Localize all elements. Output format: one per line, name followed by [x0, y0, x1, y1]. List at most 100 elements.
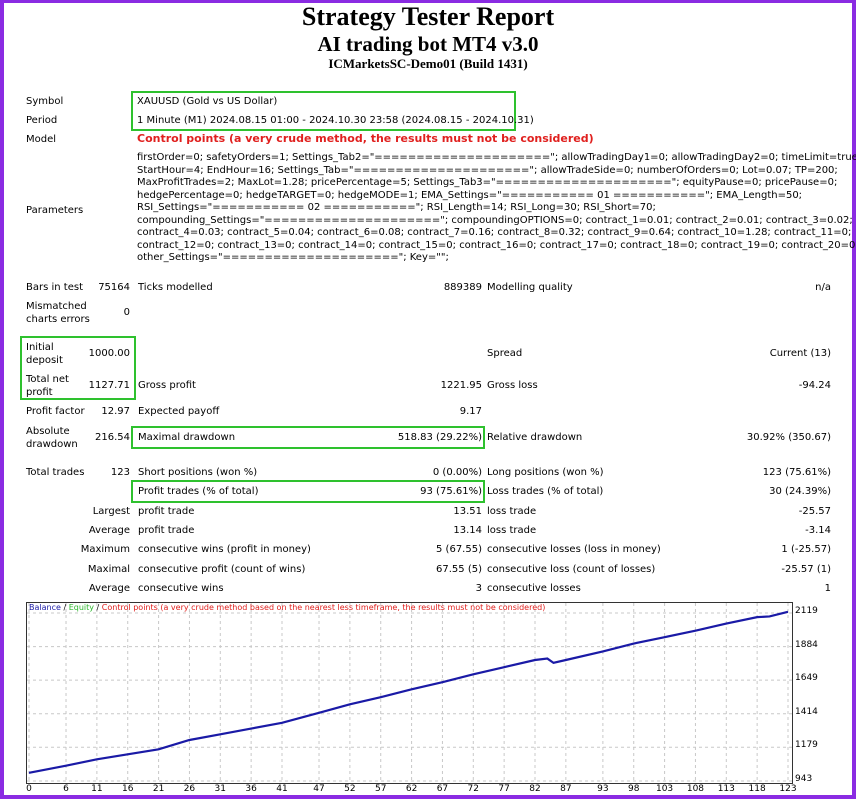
mismatched-label-2: charts errors — [26, 314, 90, 325]
row-prefix: Average — [88, 525, 130, 536]
short-positions-value: 0 (0.00%) — [432, 467, 482, 478]
row-right-label: consecutive losses (loss in money) — [487, 544, 661, 555]
x-tick-label: 57 — [374, 784, 387, 794]
x-tick-label: 16 — [121, 784, 134, 794]
x-tick-label: 11 — [91, 784, 103, 794]
row-right-value: -3.14 — [805, 525, 831, 536]
parameters-line: compounding_Settings="==================… — [137, 214, 853, 226]
x-tick-label: 41 — [276, 784, 288, 794]
y-tick-label: 943 — [795, 774, 813, 784]
spread-value: Current (13) — [769, 348, 831, 359]
spread-label: Spread — [487, 348, 523, 359]
gross-loss-label: Gross loss — [487, 380, 538, 391]
row-right-label: loss trade — [487, 525, 537, 536]
modelling-quality-label: Modelling quality — [487, 282, 573, 293]
x-tick-label: 108 — [686, 784, 705, 794]
x-tick-label: 62 — [405, 784, 418, 794]
initial-deposit-label-1: Initial — [26, 342, 54, 353]
x-tick-label: 31 — [214, 784, 227, 794]
x-tick-label: 36 — [245, 784, 257, 794]
parameters-line: RSI_Settings="=========== 02 ===========… — [137, 202, 656, 213]
gross-profit-value: 1221.95 — [440, 380, 482, 391]
row-right-label: consecutive loss (count of losses) — [487, 564, 656, 575]
legend-separator: / — [93, 603, 102, 612]
modelling-quality-value: n/a — [815, 282, 831, 293]
x-tick-label: 52 — [344, 784, 356, 794]
x-tick-label: 103 — [655, 784, 674, 794]
expected-payoff-label: Expected payoff — [138, 406, 220, 417]
expert-name: AI trading bot MT4 v3.0 — [317, 32, 539, 56]
parameters-line: other_Settings="====================="; … — [137, 252, 449, 263]
long-positions-value: 123 (75.61%) — [762, 467, 831, 478]
parameters-line: MaxProfitTrades=2; MaxLot=1.28; pricePer… — [137, 177, 838, 188]
symbol-value: XAUUSD (Gold vs US Dollar) — [137, 96, 278, 107]
x-tick-label: 87 — [560, 784, 572, 794]
row-right-value: 1 — [824, 583, 831, 594]
parameters-line: hedgePercentage=0; hedgeTARGET=0; hedgeM… — [137, 189, 803, 201]
parameters-label: Parameters — [26, 205, 84, 216]
parameters-line: StartHour=4; EndHour=16; Settings_Tab="=… — [137, 164, 838, 176]
x-tick-label: 72 — [467, 784, 480, 794]
mismatched-value: 0 — [123, 307, 130, 318]
y-tick-label: 1884 — [795, 639, 818, 650]
ticks-modelled-value: 889389 — [443, 282, 482, 293]
x-tick-label: 67 — [436, 784, 449, 794]
parameters-block: firstOrder=0; safetyOrders=1; Settings_T… — [137, 152, 856, 265]
row-left-label: consecutive profit (count of wins) — [138, 564, 306, 575]
profit-trades-label: Profit trades (% of total) — [138, 486, 259, 497]
initial-deposit-value: 1000.00 — [88, 348, 130, 359]
row-left-label: consecutive wins — [138, 583, 224, 594]
maximal-drawdown-label: Maximal drawdown — [138, 432, 236, 443]
absolute-drawdown-label-1: Absolute — [26, 426, 70, 437]
gross-loss-value: -94.24 — [798, 380, 831, 391]
parameters-line: firstOrder=0; safetyOrders=1; Settings_T… — [137, 152, 856, 163]
model-label: Model — [26, 134, 57, 145]
loss-trades-value: 30 (24.39%) — [769, 486, 831, 497]
total-trades-label: Total trades — [26, 467, 85, 478]
row-left-label: profit trade — [138, 525, 195, 536]
gross-profit-label: Gross profit — [138, 380, 196, 391]
legend-separator: / — [60, 603, 69, 612]
model-value: Control points (a very crude method, the… — [137, 132, 594, 145]
absolute-drawdown-value: 216.54 — [95, 432, 130, 443]
relative-drawdown-value: 30.92% (350.67) — [746, 432, 831, 443]
balance-chart — [26, 602, 793, 784]
row-left-value: 67.55 (5) — [436, 564, 482, 575]
row-prefix: Average — [88, 583, 130, 594]
row-right-label: loss trade — [487, 506, 537, 517]
symbol-label: Symbol — [26, 96, 64, 107]
deposit-profit-highlight — [20, 336, 136, 400]
row-left-label: profit trade — [138, 506, 195, 517]
legend-equity: Equity — [68, 603, 94, 612]
balance-chart-plot — [27, 603, 792, 783]
period-value: 1 Minute (M1) 2024.08.15 01:00 - 2024.10… — [137, 115, 534, 126]
x-tick-label: 98 — [627, 784, 640, 794]
symbol-period-highlight — [131, 91, 516, 131]
x-tick-label: 21 — [152, 784, 165, 794]
total-trades-value: 123 — [110, 467, 130, 478]
profit-trades-value: 93 (75.61%) — [420, 486, 482, 497]
maximal-drawdown-value: 518.83 (29.22%) — [397, 432, 482, 443]
mismatched-label-1: Mismatched — [26, 301, 87, 312]
server-build: ICMarketsSC-Demo01 (Build 1431) — [328, 56, 528, 71]
x-tick-label: 47 — [313, 784, 325, 794]
y-tick-label: 1414 — [795, 706, 818, 717]
row-left-value: 13.14 — [453, 525, 482, 536]
bars-in-test-value: 75164 — [98, 282, 130, 293]
period-label: Period — [26, 115, 58, 126]
row-prefix: Maximal — [87, 564, 130, 575]
total-net-profit-value: 1127.71 — [88, 380, 130, 391]
row-left-value: 13.51 — [453, 506, 482, 517]
ticks-modelled-label: Ticks modelled — [138, 282, 213, 293]
absolute-drawdown-label-2: drawdown — [26, 439, 78, 450]
x-tick-label: 82 — [529, 784, 541, 794]
x-tick-label: 93 — [597, 784, 609, 794]
long-positions-label: Long positions (won %) — [487, 467, 604, 478]
balance-line — [28, 610, 789, 774]
row-prefix: Largest — [92, 506, 130, 517]
x-tick-label: 118 — [748, 784, 766, 794]
row-right-value: -25.57 (1) — [781, 564, 831, 575]
x-tick-label: 0 — [26, 784, 32, 794]
expected-payoff-value: 9.17 — [459, 406, 482, 417]
